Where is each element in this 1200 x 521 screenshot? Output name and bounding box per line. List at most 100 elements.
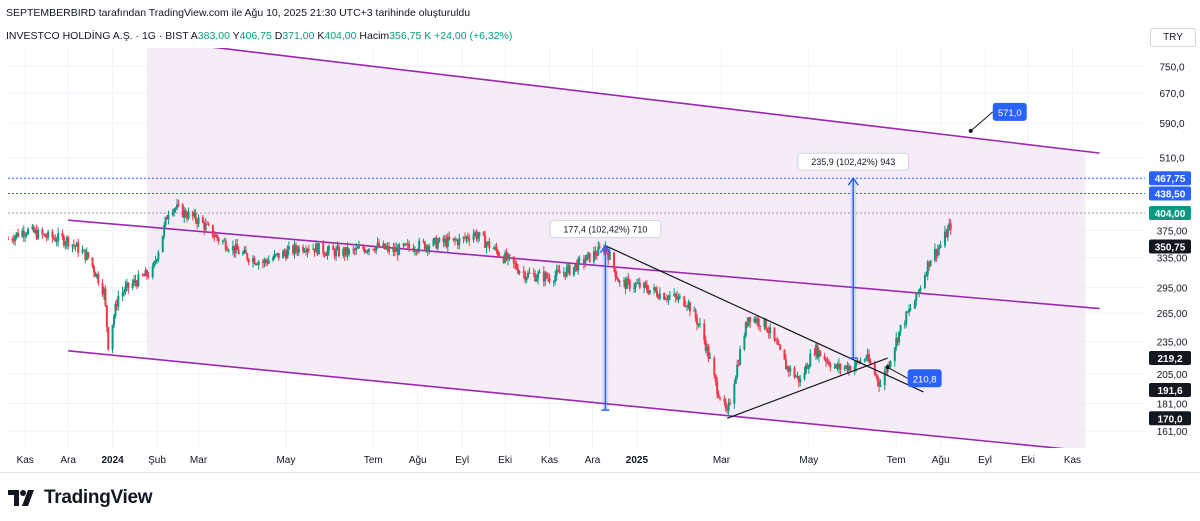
candle-body xyxy=(804,365,807,373)
candle-body xyxy=(183,210,186,218)
candle-body xyxy=(403,243,406,246)
candle-body xyxy=(537,273,540,279)
candle-body xyxy=(173,209,176,213)
candle-body xyxy=(624,280,627,289)
candle-body xyxy=(653,287,656,290)
candle-body xyxy=(91,257,94,267)
candle-body xyxy=(97,274,100,284)
callout-anchor xyxy=(885,365,890,370)
candle-body xyxy=(618,281,621,283)
candle-body xyxy=(155,259,158,261)
candle-body xyxy=(847,366,850,371)
candle-body xyxy=(153,261,156,267)
callout-anchor xyxy=(968,128,973,133)
candle-body xyxy=(392,248,395,252)
candle-body xyxy=(44,234,47,238)
candle-body xyxy=(458,238,461,246)
candle-body xyxy=(191,211,194,217)
candle-body xyxy=(565,267,568,277)
candle-body xyxy=(246,253,249,260)
candle-body xyxy=(777,344,780,346)
candle-body xyxy=(789,367,792,372)
candle-body xyxy=(783,349,786,360)
y-tick-label: 670,0 xyxy=(1159,89,1184,100)
candle-body xyxy=(803,372,806,379)
y-tick-label: 161,00 xyxy=(1157,427,1188,438)
candle-body xyxy=(946,228,949,238)
x-tick-label: Kas xyxy=(17,455,34,466)
candle-body xyxy=(176,204,179,209)
candle-body xyxy=(899,325,902,332)
candle-body xyxy=(733,383,736,404)
y-tick-label: 205,00 xyxy=(1157,370,1188,381)
candle-body xyxy=(115,303,118,307)
candle-body xyxy=(287,246,290,250)
candle-body xyxy=(635,283,638,285)
candle-body xyxy=(505,252,508,260)
candle-body xyxy=(664,299,667,301)
candle-body xyxy=(325,254,328,256)
brand-footer[interactable]: TradingView xyxy=(8,486,153,510)
candle-body xyxy=(767,331,770,334)
x-tick-label: Tem xyxy=(887,455,906,466)
candle-body xyxy=(617,278,620,283)
candle-body xyxy=(131,282,134,288)
candle-body xyxy=(753,318,756,323)
symbol-name[interactable]: INVESTCO HOLDİNG A.Ş. · 1G · BIST xyxy=(6,30,189,42)
candle-body xyxy=(393,248,396,253)
candle-body xyxy=(623,280,626,282)
candle-body xyxy=(51,231,54,238)
candle-body xyxy=(476,236,479,239)
candle-body xyxy=(737,364,740,366)
measure-label: 177,4 (102,42%) 710 xyxy=(563,225,647,235)
candle-body xyxy=(14,236,17,242)
candle-body xyxy=(282,251,285,259)
candle-body xyxy=(787,366,790,372)
close-label: K xyxy=(317,30,325,42)
candle-body xyxy=(825,359,828,362)
candle-body xyxy=(34,229,37,233)
candle-body xyxy=(423,241,426,250)
candle-body xyxy=(221,240,224,242)
candle-body xyxy=(82,249,85,251)
candle-body xyxy=(107,327,110,350)
price-tag-label: 404,00 xyxy=(1155,209,1186,220)
candle-body xyxy=(846,365,849,371)
candle-body xyxy=(597,246,600,256)
candle-body xyxy=(243,249,246,254)
candle-body xyxy=(542,271,545,282)
candle-body xyxy=(504,252,507,263)
candle-body xyxy=(378,242,381,248)
candle-body xyxy=(207,223,210,225)
currency-selector[interactable]: TRY xyxy=(1150,28,1196,47)
candle-body xyxy=(475,232,478,239)
candle-body xyxy=(45,237,48,239)
candle-body xyxy=(525,277,528,281)
candle-body xyxy=(506,254,509,260)
y-tick-label: 295,00 xyxy=(1157,284,1188,295)
candle-body xyxy=(916,292,919,294)
candle-body xyxy=(262,261,265,263)
candle-body xyxy=(488,241,491,249)
candle-body xyxy=(686,306,689,308)
candle-body xyxy=(645,285,648,291)
candle-body xyxy=(166,217,169,220)
candle-body xyxy=(164,217,167,225)
candle-body xyxy=(317,243,320,255)
callout-label: 571,0 xyxy=(998,108,1022,119)
candle-body xyxy=(935,249,938,257)
measure-label-box xyxy=(549,220,662,239)
candle-body xyxy=(764,318,767,329)
candle-body xyxy=(637,282,640,284)
close-value: 404,00 xyxy=(324,30,357,42)
symbol-legend[interactable]: INVESTCO HOLDİNG A.Ş. · 1G · BIST A383,0… xyxy=(6,30,512,42)
candle-body xyxy=(558,270,561,274)
channel-lower-line xyxy=(68,349,1065,448)
candle-body xyxy=(94,272,97,277)
candle-body xyxy=(445,239,448,247)
candle-body xyxy=(231,246,234,251)
candle-body xyxy=(286,249,289,259)
candle-body xyxy=(898,331,901,343)
candle-body xyxy=(174,208,177,210)
